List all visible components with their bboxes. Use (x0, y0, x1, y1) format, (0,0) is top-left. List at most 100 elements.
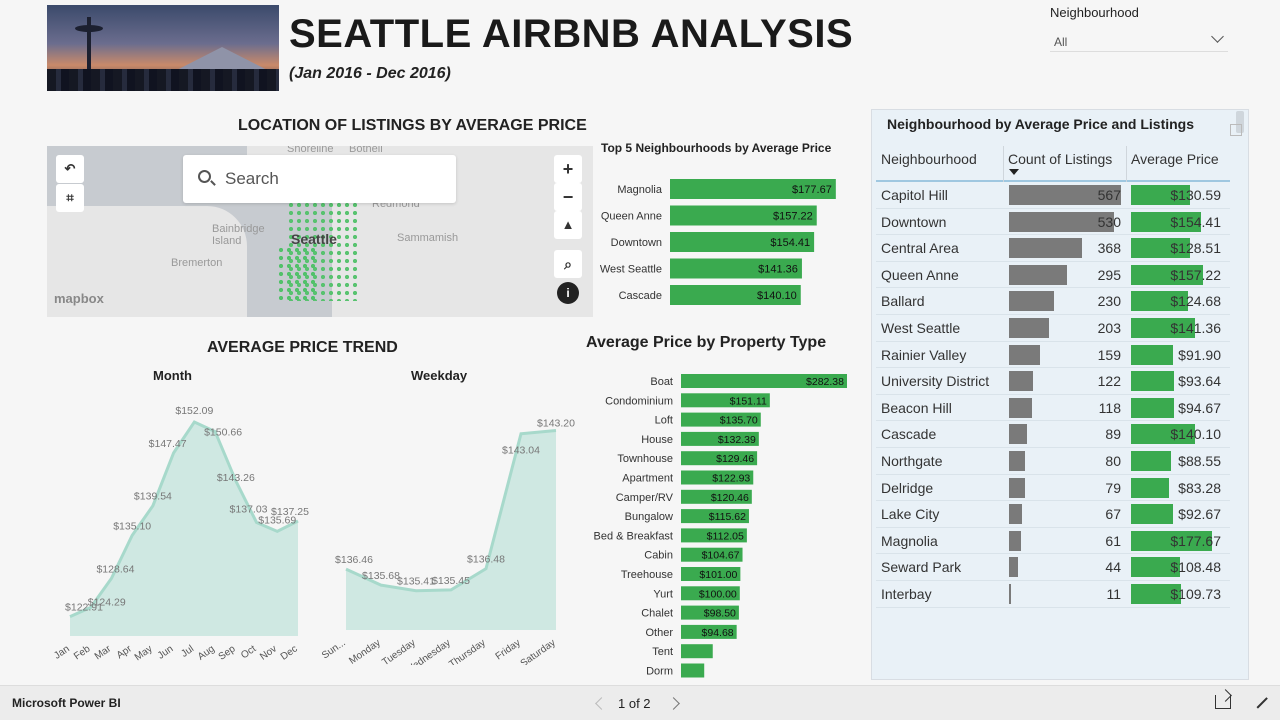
area-point[interactable] (449, 588, 453, 592)
exit-fullscreen-icon[interactable] (1254, 695, 1270, 711)
property-bar[interactable] (681, 547, 743, 562)
area-point[interactable] (130, 533, 134, 537)
area-value-label: $137.25 (271, 506, 309, 518)
table-row[interactable]: Seward Park 44 $108.48 (876, 554, 1230, 581)
column-header-neighbourhood[interactable]: Neighbourhood (881, 151, 977, 167)
count-bar (1009, 557, 1018, 578)
count-bar (1009, 318, 1050, 338)
area-point[interactable] (519, 432, 523, 436)
cell-count: 203 (1097, 320, 1121, 336)
map-reset-icon[interactable]: ↶ (56, 155, 84, 183)
top5-bar[interactable] (670, 232, 815, 252)
cell-count: 230 (1097, 293, 1121, 310)
table-row[interactable]: Lake City 67 $92.67 (876, 501, 1230, 528)
property-bar[interactable] (681, 586, 740, 601)
map-select-icon[interactable]: ⌗ (56, 184, 84, 212)
area-point[interactable] (172, 451, 176, 455)
top5-bar[interactable] (670, 179, 836, 199)
property-bar[interactable] (681, 393, 770, 408)
cell-count: 67 (1105, 506, 1121, 523)
map-label-bainbridge: Bainbridge Island (212, 223, 265, 247)
zoom-in-button[interactable]: + (554, 155, 582, 183)
property-bar[interactable] (681, 644, 713, 659)
count-bar (1009, 504, 1023, 525)
area-point[interactable] (192, 420, 196, 424)
property-value-label: $122.93 (712, 473, 750, 485)
neighbourhood-slicer-label: Neighbourhood (1050, 5, 1139, 20)
x-axis-label: Apr (115, 643, 135, 661)
area-point[interactable] (275, 529, 279, 533)
property-bar[interactable] (681, 605, 739, 620)
sort-descending-icon[interactable] (1009, 169, 1019, 175)
table-row[interactable]: Ballard 230 $124.68 (876, 288, 1230, 315)
count-bar (1009, 185, 1121, 205)
property-bar[interactable] (681, 489, 752, 504)
zoom-out-button[interactable]: − (554, 183, 582, 211)
table-row[interactable]: Queen Anne 295 $157.22 (876, 262, 1230, 289)
table-row[interactable]: Downtown 530 $154.41 (876, 209, 1230, 236)
map-search-input[interactable]: Search (183, 155, 456, 203)
neighbourhood-slicer-dropdown[interactable]: All (1050, 28, 1228, 52)
x-axis-label: Thursday (447, 637, 487, 665)
cell-neighbourhood: Interbay (881, 586, 932, 602)
property-bar[interactable] (681, 374, 847, 388)
table-row[interactable]: West Seattle 203 $141.36 (876, 315, 1230, 342)
month-chart-title: Month (153, 368, 192, 383)
top5-bar[interactable] (670, 285, 801, 305)
area-point[interactable] (109, 576, 113, 580)
top5-bar[interactable] (670, 205, 817, 226)
top5-value-label: $177.67 (792, 184, 832, 196)
area-value-label: $137.03 (230, 503, 268, 515)
table-row[interactable]: Beacon Hill 118 $94.67 (876, 395, 1230, 422)
table-row[interactable]: Interbay 11 $109.73 (876, 581, 1230, 608)
cell-count: 122 (1097, 373, 1121, 390)
area-value-label: $143.26 (217, 472, 255, 484)
cell-count: 79 (1105, 479, 1121, 496)
info-icon[interactable]: i (557, 282, 579, 304)
table-row[interactable]: Magnolia 61 $177.67 (876, 528, 1230, 555)
table-header: Neighbourhood Count of Listings Average … (876, 146, 1230, 182)
property-category-label: Bed & Breakfast (594, 530, 674, 542)
property-bar[interactable] (681, 528, 747, 543)
top5-bar[interactable] (670, 258, 802, 279)
cell-count: 80 (1105, 453, 1121, 469)
property-value-label: $115.62 (709, 511, 746, 523)
property-bar[interactable] (681, 412, 761, 427)
property-bar[interactable] (681, 624, 737, 639)
top5-category-label: West Seattle (600, 264, 662, 276)
area-value-label: $143.04 (502, 445, 540, 457)
table-row[interactable]: Cascade 89 $140.10 (876, 421, 1230, 448)
area-point[interactable] (379, 583, 383, 587)
table-row[interactable]: Central Area 368 $128.51 (876, 235, 1230, 262)
property-bar[interactable] (681, 451, 758, 466)
cell-count: 89 (1105, 426, 1121, 443)
powerbi-brand-link[interactable]: Microsoft Power BI (12, 696, 121, 710)
area-point[interactable] (151, 504, 155, 508)
column-header-count[interactable]: Count of Listings (1008, 151, 1113, 167)
table-row[interactable]: University District 122 $93.64 (876, 368, 1230, 395)
table-row[interactable]: Rainier Valley 159 $91.90 (876, 342, 1230, 369)
area-value-label: $150.66 (204, 427, 242, 439)
area-point[interactable] (414, 589, 418, 593)
property-bar[interactable] (681, 509, 749, 524)
table-row[interactable]: Capitol Hill 567 $130.59 (876, 182, 1230, 209)
focus-mode-icon[interactable] (1230, 124, 1242, 136)
area-point[interactable] (296, 519, 300, 523)
table-scrollbar[interactable] (1236, 111, 1244, 133)
table-row[interactable]: Delridge 79 $83.28 (876, 475, 1230, 502)
area-point[interactable] (484, 567, 488, 571)
compass-icon[interactable]: ▲ (554, 211, 582, 239)
price-bar (1131, 451, 1172, 471)
cell-neighbourhood: Capitol Hill (881, 187, 948, 203)
property-bar[interactable] (681, 663, 705, 678)
property-bar[interactable] (681, 567, 741, 581)
table-row[interactable]: Northgate 80 $88.55 (876, 448, 1230, 475)
share-icon[interactable] (1215, 695, 1231, 709)
zoom-search-icon[interactable]: ⌕ (554, 250, 582, 278)
area-value-label: $135.69 (258, 514, 296, 526)
area-point[interactable] (344, 567, 348, 571)
property-bar[interactable] (681, 470, 754, 485)
column-header-price[interactable]: Average Price (1131, 151, 1219, 167)
area-point[interactable] (68, 615, 72, 619)
property-bar[interactable] (681, 431, 759, 446)
